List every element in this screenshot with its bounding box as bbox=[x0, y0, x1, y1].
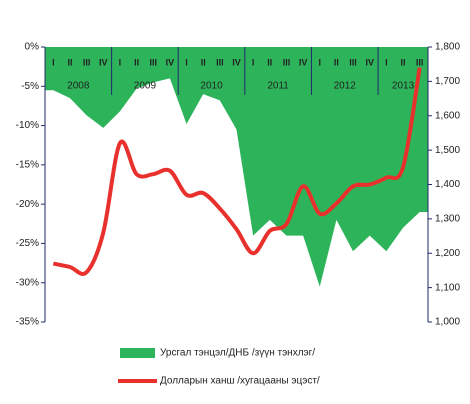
x-tick-label: III bbox=[416, 57, 424, 67]
y2-tick-label: 1,800 bbox=[435, 42, 460, 53]
year-label: 2010 bbox=[200, 81, 223, 92]
x-tick-label: II bbox=[267, 57, 272, 67]
y2-tick-label: 1,100 bbox=[435, 282, 460, 293]
x-tick-label: I bbox=[52, 57, 55, 67]
x-tick-label: II bbox=[134, 57, 139, 67]
y-tick-label: -35% bbox=[16, 317, 39, 328]
year-label: 2012 bbox=[334, 81, 357, 92]
x-tick-label: II bbox=[401, 57, 406, 67]
legend-label: Урсгал тэнцэл/ДНБ /зүүн тэнхлэг/ bbox=[160, 348, 315, 359]
legend-swatch bbox=[120, 348, 155, 358]
y-tick-label: -15% bbox=[16, 159, 39, 170]
x-tick-label: III bbox=[283, 57, 291, 67]
x-tick-label: I bbox=[185, 57, 188, 67]
x-tick-label: III bbox=[349, 57, 357, 67]
y-tick-label: -10% bbox=[16, 120, 39, 131]
y2-tick-label: 1,600 bbox=[435, 110, 460, 121]
x-tick-label: IV bbox=[99, 57, 108, 67]
y2-tick-label: 1,300 bbox=[435, 214, 460, 225]
x-tick-label: I bbox=[385, 57, 388, 67]
area bbox=[45, 47, 428, 287]
y-tick-label: -25% bbox=[16, 238, 39, 249]
x-tick-label: III bbox=[83, 57, 91, 67]
year-label: 2011 bbox=[267, 81, 289, 92]
x-tick-label: I bbox=[119, 57, 122, 67]
x-tick-label: II bbox=[67, 57, 72, 67]
y2-tick-label: 1,000 bbox=[435, 317, 460, 328]
x-tick-label: II bbox=[201, 57, 206, 67]
y-tick-label: -5% bbox=[21, 81, 39, 92]
y-tick-label: -20% bbox=[16, 199, 39, 210]
x-tick-label: I bbox=[252, 57, 255, 67]
legend-label: Долларын ханш /хугацааны эцэст/ bbox=[160, 376, 320, 387]
year-label: 2009 bbox=[134, 81, 157, 92]
y2-tick-label: 1,500 bbox=[435, 145, 460, 156]
y-tick-label: -30% bbox=[16, 277, 39, 288]
x-tick-label: II bbox=[334, 57, 339, 67]
year-label: 2013 bbox=[392, 81, 415, 92]
x-tick-label: III bbox=[216, 57, 224, 67]
x-tick-label: IV bbox=[232, 57, 241, 67]
y2-tick-label: 1,700 bbox=[435, 76, 460, 87]
x-tick-label: IV bbox=[365, 57, 374, 67]
x-tick-label: IV bbox=[299, 57, 308, 67]
y-tick-label: 0% bbox=[25, 42, 40, 53]
x-tick-label: I bbox=[319, 57, 322, 67]
x-tick-label: III bbox=[149, 57, 157, 67]
y2-tick-label: 1,200 bbox=[435, 248, 460, 259]
year-label: 2008 bbox=[67, 81, 90, 92]
y2-tick-label: 1,400 bbox=[435, 179, 460, 190]
line bbox=[52, 67, 422, 276]
x-tick-label: IV bbox=[166, 57, 175, 67]
